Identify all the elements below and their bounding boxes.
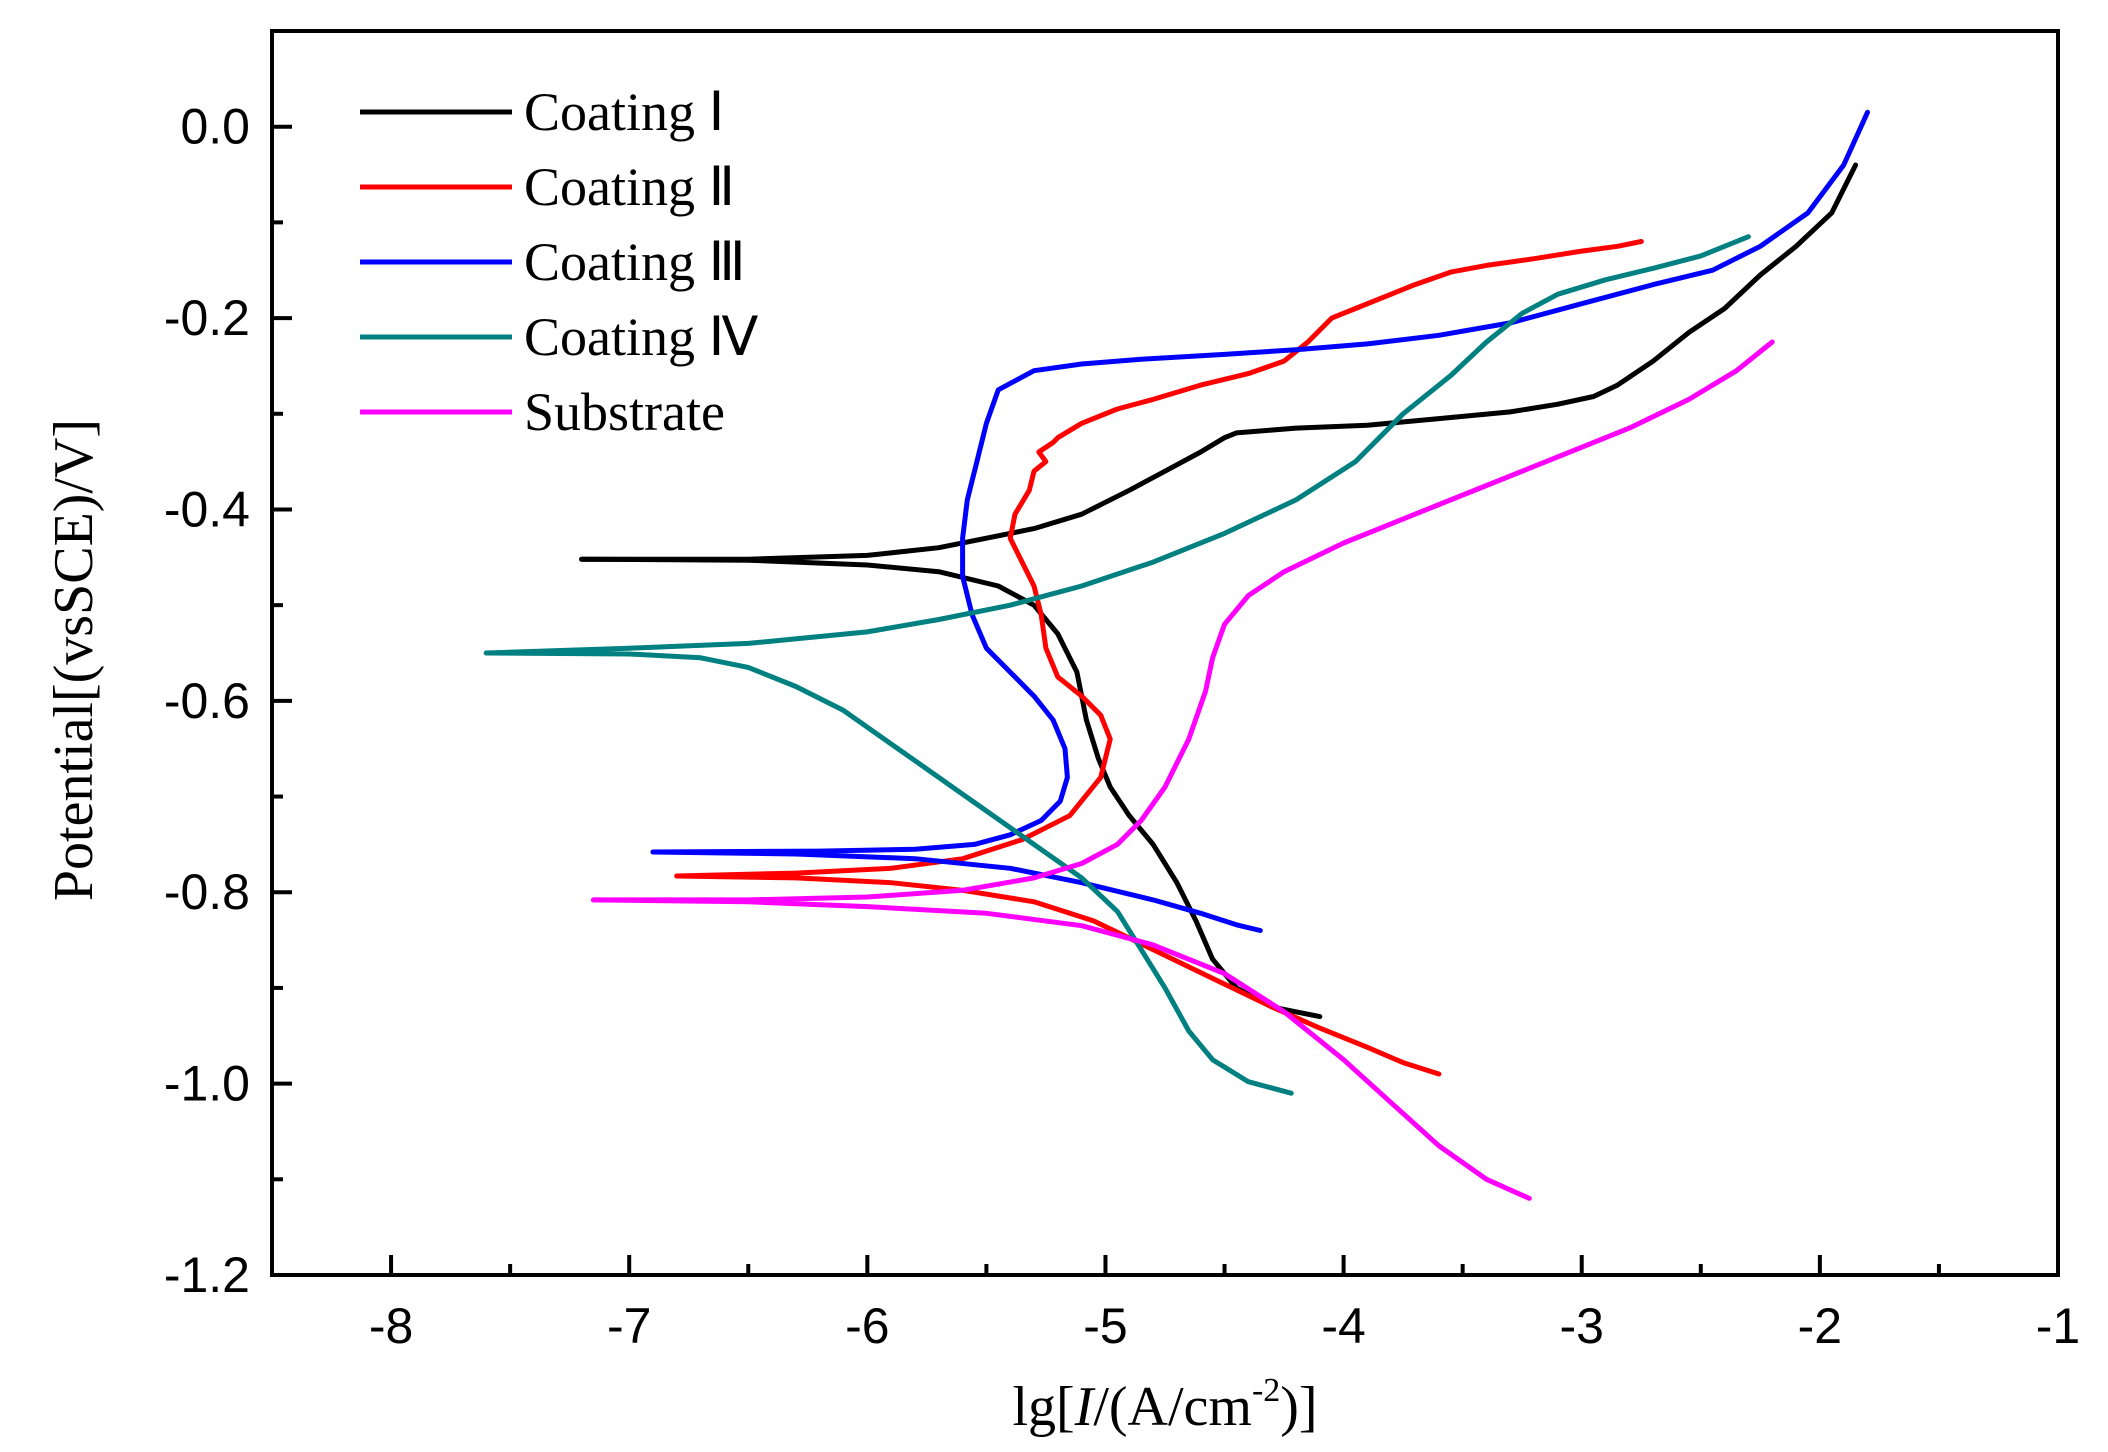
x-tick-label: -2 (1798, 1298, 1842, 1354)
y-tick-label: -0.8 (164, 864, 250, 920)
y-tick-label: 0.0 (180, 99, 250, 155)
series-line-3 (674, 873, 1442, 1077)
x-axis-title-middle: /(A/cm (1093, 1376, 1252, 1438)
x-tick-label: -4 (1321, 1298, 1365, 1354)
x-tick-label: -7 (607, 1298, 651, 1354)
x-tick-label: -3 (1559, 1298, 1603, 1354)
x-tick-label: -1 (2036, 1298, 2080, 1354)
series-line-8 (591, 339, 1775, 903)
series-line-5 (650, 849, 1263, 933)
y-tick-label: -0.6 (164, 673, 250, 729)
series-line-1 (579, 556, 1323, 1020)
x-axis-title-prefix: lg[ (1012, 1376, 1074, 1438)
x-axis-title-superscript: -2 (1252, 1372, 1280, 1409)
series-layer (483, 109, 1870, 1201)
series-line-9 (591, 897, 1532, 1201)
plot-frame (270, 29, 2060, 1277)
y-tick-label: -0.4 (164, 481, 250, 537)
y-tick-label: -1.0 (164, 1056, 250, 1112)
legend-label: Coating Ⅰ (524, 82, 724, 142)
legend-label: Coating Ⅱ (524, 157, 735, 217)
legend-label: Coating Ⅳ (524, 307, 758, 367)
x-axis-title: lg[I/(A/cm-2)] (1012, 1372, 1317, 1438)
series-line-2 (674, 239, 1644, 879)
y-tick-label: -1.2 (164, 1247, 250, 1303)
ticks-layer: -8 -7 -6 -5 -4 -3 -2 -1 0.0 -0.2 -0.4 -0.6 -0.8 -1.0 -… (164, 99, 2080, 1354)
legend-label: Coating Ⅲ (524, 232, 746, 292)
series-line-6 (483, 234, 1751, 656)
x-axis-title-italic: I (1074, 1376, 1096, 1438)
series-line-4 (650, 109, 1870, 855)
y-tick-label: -0.2 (164, 290, 250, 346)
x-tick-label: -6 (845, 1298, 889, 1354)
x-tick-label: -5 (1083, 1298, 1127, 1354)
x-axis-title-suffix: )] (1280, 1376, 1317, 1438)
x-tick-label: -8 (369, 1298, 413, 1354)
legend: Coating Ⅰ Coating Ⅱ Coating Ⅲ Coating Ⅳ Subs… (360, 82, 758, 442)
legend-label: Substrate (524, 382, 725, 442)
y-axis-title: Potential[(vsSCE)/V] (43, 419, 105, 901)
series-line-0 (579, 162, 1859, 562)
series-line-7 (483, 650, 1294, 1096)
